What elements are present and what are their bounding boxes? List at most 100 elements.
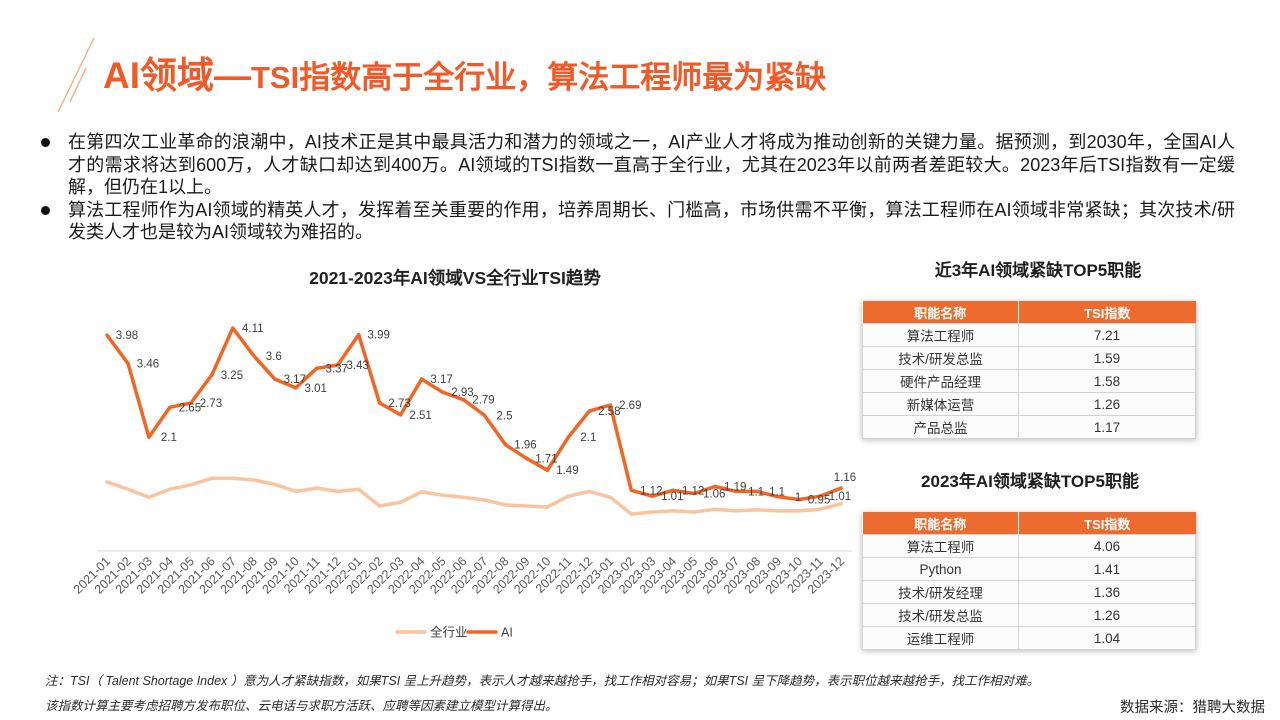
ai-data-point: [566, 435, 571, 439]
ai-data-label: 2.79: [472, 395, 494, 407]
ai-data-point: [755, 489, 759, 494]
table-row: 算法工程师 4.06: [862, 534, 1196, 558]
ai-data-label: 3.98: [116, 330, 138, 342]
bullet-text: 算法工程师作为AI领域的精英人才，发挥着至关重要的作用，培养周期长、门槛高，市场…: [68, 199, 1235, 243]
table-row: 技术/研发总监 1.26: [862, 603, 1196, 627]
industry-data-point: [189, 483, 193, 487]
ai-data-point: [671, 488, 675, 492]
industry-data-point: [461, 495, 466, 499]
bullet-dot-icon: [41, 205, 50, 215]
ai-data-label: 1.16: [834, 472, 856, 484]
industry-data-point: [692, 510, 696, 514]
ai-data-label: 2.1: [580, 432, 596, 444]
ai-data-label: 3.17: [430, 374, 452, 386]
bullet-list: 在第四次工业革命的浪潮中，AI技术正是其中最具活力和潜力的领域之一，AI产业人才…: [38, 131, 1235, 244]
table-cell-role: 产品总监: [862, 415, 1019, 439]
industry-data-point: [419, 490, 424, 494]
ai-data-label: 1.12: [640, 485, 662, 497]
industry-data-point: [377, 504, 382, 508]
industry-data-point: [713, 507, 717, 511]
chart-title: 2021-2023年AI领域VS全行业TSI趋势: [309, 268, 601, 288]
ai-data-label: 2.73: [200, 398, 222, 410]
ai-data-point: [503, 443, 508, 447]
ai-data-label: 2.5: [497, 410, 513, 422]
page-title-rest: TSI指数高于全行业，算法工程师最为紧缺: [251, 60, 827, 95]
industry-data-point: [252, 478, 256, 482]
ai-data-point: [818, 494, 822, 498]
industry-data-point: [629, 512, 633, 516]
industry-data-point: [755, 508, 759, 512]
table-cell-tsi: 1.04: [1018, 626, 1196, 650]
industry-data-point: [650, 510, 654, 514]
chart-legend: 全行业 AI: [395, 625, 513, 640]
ai-data-label: 4.11: [242, 323, 264, 335]
industry-data-point: [168, 487, 172, 491]
table-cell-role: Python: [862, 557, 1019, 581]
industry-data-point: [587, 489, 591, 494]
bullet-item: 在第四次工业革命的浪潮中，AI技术正是其中最具活力和潜力的领域之一，AI产业人才…: [38, 131, 1235, 199]
ai-data-point: [608, 403, 612, 407]
ai-data-point: [734, 489, 738, 494]
ai-data-point: [713, 484, 717, 489]
table-cell-role: 运维工程师: [862, 626, 1019, 650]
ai-data-point: [419, 377, 424, 381]
ai-data-label: 1.1: [748, 486, 764, 498]
table-row: 硬件产品经理 1.58: [862, 369, 1196, 393]
ai-data-point: [545, 468, 550, 472]
industry-data-point: [503, 503, 508, 507]
table-cell-role: 新媒体运营: [862, 392, 1019, 416]
decoration-slash: [57, 37, 95, 113]
table-row: 技术/研发经理 1.36: [862, 580, 1196, 604]
ai-data-point: [377, 401, 382, 405]
ai-data-point: [650, 494, 654, 498]
ai-data-label: 2.58: [598, 406, 620, 418]
x-tick-labels: 2021-012021-022021-032021-042021-052021-…: [71, 554, 847, 596]
ai-series-line: [105, 326, 843, 502]
industry-data-point: [231, 476, 235, 480]
ai-data-label: 3.46: [137, 358, 159, 370]
ai-data-point: [440, 390, 445, 394]
ai-data-label: 3.17: [284, 374, 306, 386]
page-title: AI领域—TSI指数高于全行业，算法工程师最为紧缺: [103, 47, 826, 105]
industry-data-point: [818, 507, 822, 511]
ai-data-point: [398, 413, 403, 417]
industry-data-point: [545, 505, 550, 509]
ai-data-point: [210, 373, 214, 377]
ai-data-label: 3.25: [221, 370, 243, 382]
industry-data-point: [671, 509, 675, 513]
ai-data-point: [797, 497, 801, 502]
table-cell-tsi: 1.26: [1018, 392, 1196, 416]
industry-data-point: [147, 495, 151, 499]
table-cell-tsi: 1.58: [1018, 369, 1196, 393]
ai-data-label: 2.73: [388, 398, 410, 410]
ai-data-label: 1.06: [703, 489, 725, 501]
table-row: 技术/研发总监 1.59: [862, 346, 1196, 370]
table-cell-tsi: 1.59: [1018, 346, 1196, 370]
table-cell-role: 算法工程师: [862, 534, 1019, 558]
ai-data-label: 2.69: [619, 400, 641, 412]
industry-data-point: [776, 509, 780, 513]
footnote-definition: 注：TSI（ Talent Shortage Index ）意为人才紧缺指数，如…: [45, 674, 1040, 688]
ai-data-label: 3.01: [305, 383, 327, 395]
ai-data-point: [126, 361, 130, 366]
industry-data-point: [839, 502, 843, 506]
table-row: 运维工程师 1.04: [862, 626, 1196, 650]
table-row: 算法工程师 7.21: [862, 323, 1196, 347]
ai-data-label: 1.49: [556, 465, 578, 477]
table-2-title: 2023年AI领域紧缺TOP5职能: [921, 472, 1139, 491]
table-1-title: 近3年AI领域紧缺TOP5职能: [934, 261, 1142, 280]
industry-data-point: [524, 504, 529, 508]
industry-data-point: [482, 498, 487, 502]
ai-data-point: [105, 333, 109, 337]
ai-data-label: 1.12: [682, 485, 704, 497]
ai-data-label: 1: [795, 492, 801, 504]
table-cell-role: 技术/研发总监: [862, 603, 1019, 627]
ai-data-label: 1.19: [724, 482, 746, 494]
ai-data-point: [273, 377, 277, 381]
ai-data-label: 2.93: [451, 387, 473, 399]
table-cell-tsi: 7.21: [1018, 323, 1196, 347]
industry-data-point: [608, 495, 612, 499]
ai-data-label: 2.1: [161, 432, 177, 444]
ai-data-point: [461, 398, 466, 402]
ai-data-label: 3.99: [368, 330, 390, 342]
